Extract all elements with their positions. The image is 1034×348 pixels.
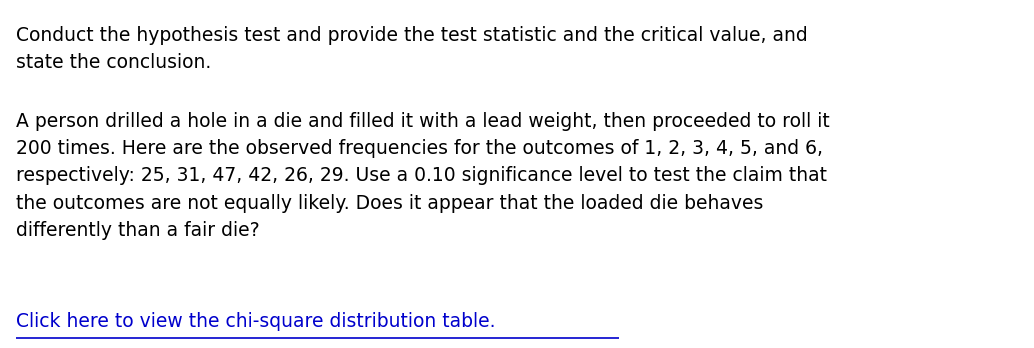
Text: Click here to view the chi-square distribution table.: Click here to view the chi-square distri…	[17, 312, 496, 331]
Text: Conduct the hypothesis test and provide the test statistic and the critical valu: Conduct the hypothesis test and provide …	[17, 25, 809, 72]
Text: A person drilled a hole in a die and filled it with a lead weight, then proceede: A person drilled a hole in a die and fil…	[17, 112, 830, 240]
